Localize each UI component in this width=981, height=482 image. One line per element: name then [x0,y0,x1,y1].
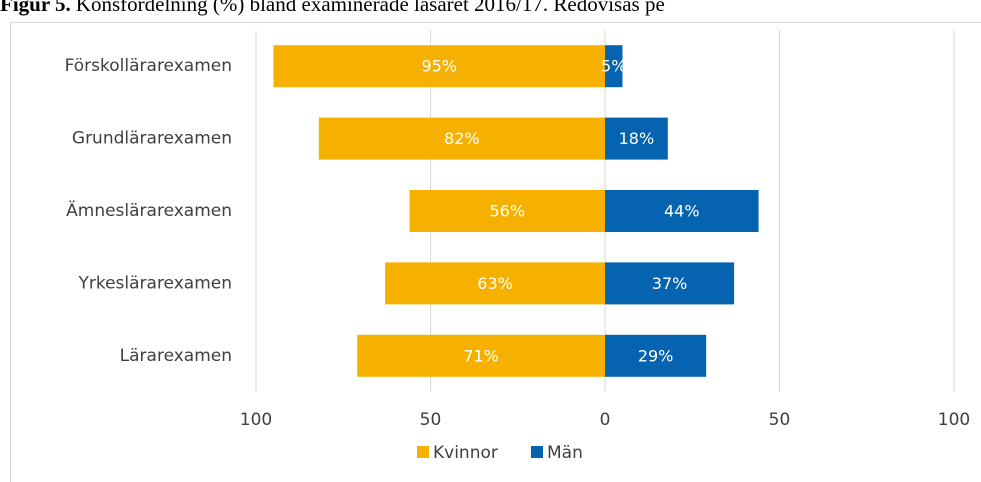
data-label: 44% [664,202,700,221]
bar [605,45,623,88]
chart-border [10,22,981,482]
y-tick-label: Lärarexamen [120,346,232,366]
y-tick-label: Förskollärarexamen [65,56,232,76]
data-label: 29% [638,346,674,365]
legend-swatch [417,446,429,458]
x-tick-label: 50 [769,410,791,430]
bar [385,262,605,305]
data-label: 5% [601,57,626,76]
bar [409,190,605,232]
x-tick-label: 0 [600,410,611,430]
chart-title-label: Figur 5. [0,0,71,16]
legend-label: Män [547,443,583,463]
data-label: 95% [421,57,457,76]
data-label: 18% [619,129,655,148]
data-label: 63% [477,274,513,293]
bar [605,190,759,232]
bar [357,334,605,377]
data-label: 82% [444,129,480,148]
data-label: 37% [652,274,688,293]
chart-title-group: Figur 5. Könsfördelning (%) bland examine… [0,0,665,16]
data-label: 56% [489,202,525,221]
bar [273,45,605,88]
bar [605,334,707,377]
x-tick-label: 50 [420,410,442,430]
y-tick-label: Ämneslärarexamen [66,200,232,221]
legend-swatch [531,446,543,458]
bar [605,117,668,160]
x-tick-label: 100 [938,410,970,430]
bar [605,262,735,305]
y-tick-label: Grundlärarexamen [72,129,232,149]
y-tick-label: Yrkeslärarexamen [77,273,232,293]
chart-title: Könsfördelning (%) bland examinerade läs… [76,0,665,16]
x-tick-label: 100 [240,410,272,430]
bar [318,117,605,160]
data-label: 71% [463,346,499,365]
legend-label: Kvinnor [433,443,498,463]
